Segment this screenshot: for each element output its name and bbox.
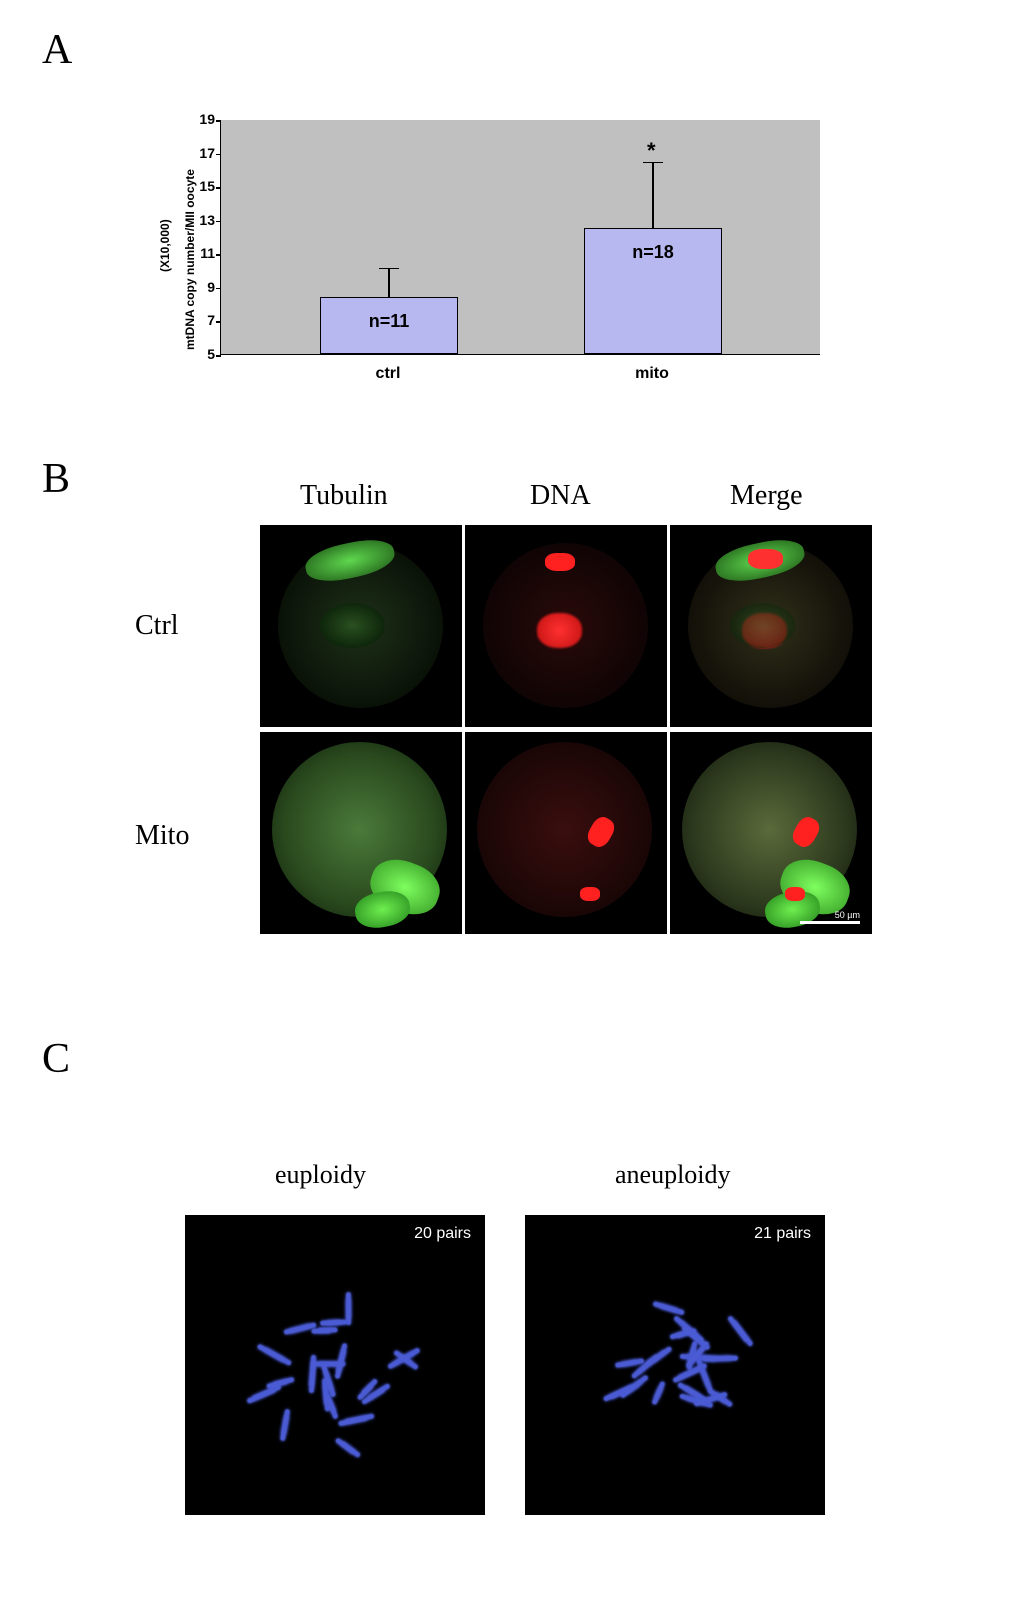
xtick-label: ctrl [358,365,418,383]
bar-chart: mtDNA copy number/MII oocyte (X10,000) n… [145,120,845,400]
cell-mito-tubulin [260,732,462,934]
bar-n-label: n=11 [320,311,458,332]
ytick-label: 19 [185,111,215,127]
panel-b-label: B [42,455,70,503]
header-euploidy: euploidy [275,1160,366,1190]
chrom-euploidy: 20 pairs [185,1215,485,1515]
cell-ctrl-merge [670,525,872,727]
y-axis-label-2: (X10,000) [158,192,172,272]
panel-c-label: C [42,1035,70,1083]
ytick-label: 13 [185,212,215,228]
col-header-dna: DNA [530,480,591,512]
chrom-label-21: 21 pairs [754,1225,811,1243]
micro-row-ctrl [260,525,872,727]
plot-area: n=11 n=18 * [220,120,820,355]
cell-mito-merge: 50 µm [670,732,872,934]
header-aneuploidy: aneuploidy [615,1160,731,1190]
chrom-aneuploidy: 21 pairs [525,1215,825,1515]
chrom-label-20: 20 pairs [414,1225,471,1243]
ytick-label: 17 [185,145,215,161]
bar-n-label: n=18 [584,242,722,263]
ytick-label: 7 [185,312,215,328]
xtick-label: mito [622,365,682,383]
col-header-merge: Merge [730,480,803,512]
col-header-tubulin: Tubulin [300,480,388,512]
significance-marker: * [647,138,656,164]
cell-ctrl-dna [465,525,667,727]
cell-ctrl-tubulin [260,525,462,727]
ytick-label: 15 [185,178,215,194]
row-header-mito: Mito [135,820,189,852]
ytick-label: 5 [185,346,215,362]
scale-bar [800,921,860,924]
scale-bar-text: 50 µm [835,910,860,920]
ytick-label: 11 [185,245,215,261]
panel-a-label: A [42,26,72,74]
row-header-ctrl: Ctrl [135,610,179,642]
micro-row-mito: 50 µm [260,732,872,934]
cell-mito-dna [465,732,667,934]
ytick-label: 9 [185,279,215,295]
